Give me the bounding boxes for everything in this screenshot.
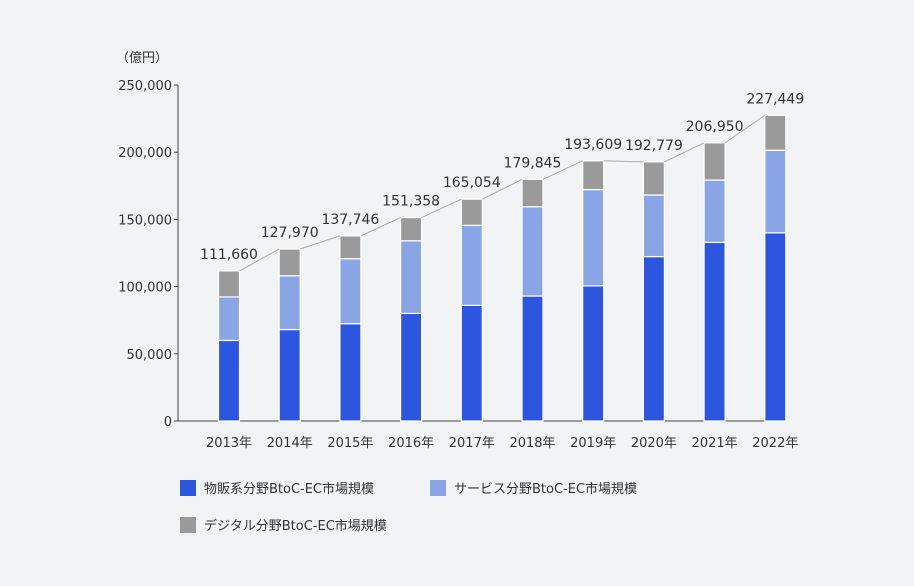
bar-segment-services bbox=[217, 296, 241, 342]
x-tick-label: 2019年 bbox=[570, 436, 616, 451]
bar-segment-services bbox=[703, 179, 726, 244]
bar-segment-goods bbox=[703, 241, 726, 422]
bar-segment-goods bbox=[278, 328, 301, 422]
legend-item-digital: デジタル分野BtoC-EC市場規模 bbox=[180, 515, 430, 534]
total-data-label: 192,779 bbox=[625, 138, 683, 154]
total-data-label: 137,746 bbox=[321, 212, 379, 228]
y-tick-label: 0 bbox=[164, 415, 172, 430]
bar-segment-services bbox=[400, 240, 423, 315]
bar-segment-digital bbox=[400, 216, 423, 242]
bar-segment-goods bbox=[582, 285, 605, 422]
legend-swatch-goods bbox=[180, 479, 196, 496]
legend-item-services: サービス分野BtoC-EC市場規模 bbox=[430, 478, 710, 497]
bar-segment-goods bbox=[764, 232, 787, 422]
y-tick-label: 150,000 bbox=[118, 213, 172, 228]
y-tick-label: 100,000 bbox=[118, 281, 172, 296]
bar-segment-goods bbox=[339, 323, 362, 422]
bar-segment-services bbox=[582, 188, 605, 287]
bar-segment-digital bbox=[582, 160, 605, 191]
legend-swatch-services bbox=[430, 479, 446, 496]
x-tick-label: 2021年 bbox=[692, 436, 738, 451]
bar-segment-digital bbox=[217, 270, 241, 298]
bar-segment-goods bbox=[460, 304, 483, 422]
bar-segment-digital bbox=[764, 114, 787, 151]
legend-item-goods: 物販系分野BtoC-EC市場規模 bbox=[180, 478, 430, 497]
total-connector-line bbox=[239, 114, 766, 272]
x-tick-label: 2020年 bbox=[631, 436, 677, 451]
x-tick-label: 2018年 bbox=[509, 436, 555, 451]
bar-segment-digital bbox=[460, 198, 483, 226]
bar-segment-goods bbox=[521, 295, 544, 422]
total-data-label: 206,950 bbox=[686, 119, 744, 135]
x-tick-label: 2022年 bbox=[752, 436, 798, 451]
total-data-label: 227,449 bbox=[746, 91, 804, 107]
y-tick-label: 200,000 bbox=[118, 146, 172, 161]
y-unit-label: （億円） bbox=[116, 50, 168, 66]
bar-segment-digital bbox=[642, 161, 666, 196]
x-tick-label: 2013年 bbox=[206, 436, 252, 451]
legend: 物販系分野BtoC-EC市場規模 サービス分野BtoC-EC市場規模 デジタル分… bbox=[180, 478, 740, 534]
total-data-label: 193,609 bbox=[564, 137, 622, 153]
total-data-label: 151,358 bbox=[382, 194, 440, 210]
total-data-label: 111,660 bbox=[200, 247, 258, 263]
legend-label-services: サービス分野BtoC-EC市場規模 bbox=[454, 482, 638, 497]
bar-segment-digital bbox=[339, 235, 362, 260]
bar-segment-services bbox=[278, 275, 301, 331]
bar-segment-services bbox=[521, 206, 544, 297]
total-data-label: 127,970 bbox=[261, 225, 319, 241]
y-tick-label: 50,000 bbox=[127, 348, 173, 363]
x-tick-label: 2016年 bbox=[388, 436, 434, 451]
bar-segment-digital bbox=[278, 248, 301, 277]
bar-segment-digital bbox=[703, 142, 726, 181]
legend-swatch-digital bbox=[180, 516, 196, 533]
bar-segment-services bbox=[642, 194, 666, 258]
bar-segment-goods bbox=[642, 255, 666, 422]
bar-segment-goods bbox=[400, 312, 423, 422]
legend-label-goods: 物販系分野BtoC-EC市場規模 bbox=[204, 482, 375, 497]
x-tick-label: 2017年 bbox=[449, 436, 495, 451]
total-data-label: 179,845 bbox=[504, 155, 562, 171]
x-tick-label: 2014年 bbox=[267, 436, 313, 451]
bar-segment-services bbox=[460, 224, 483, 307]
bar-segment-digital bbox=[521, 178, 544, 208]
x-tick-label: 2015年 bbox=[327, 436, 373, 451]
legend-label-digital: デジタル分野BtoC-EC市場規模 bbox=[204, 519, 387, 534]
bar-segment-services bbox=[339, 258, 362, 325]
bar-segment-services bbox=[764, 149, 787, 234]
y-tick-label: 250,000 bbox=[118, 79, 172, 94]
total-data-label: 165,054 bbox=[443, 175, 501, 191]
bar-segment-goods bbox=[217, 339, 241, 422]
